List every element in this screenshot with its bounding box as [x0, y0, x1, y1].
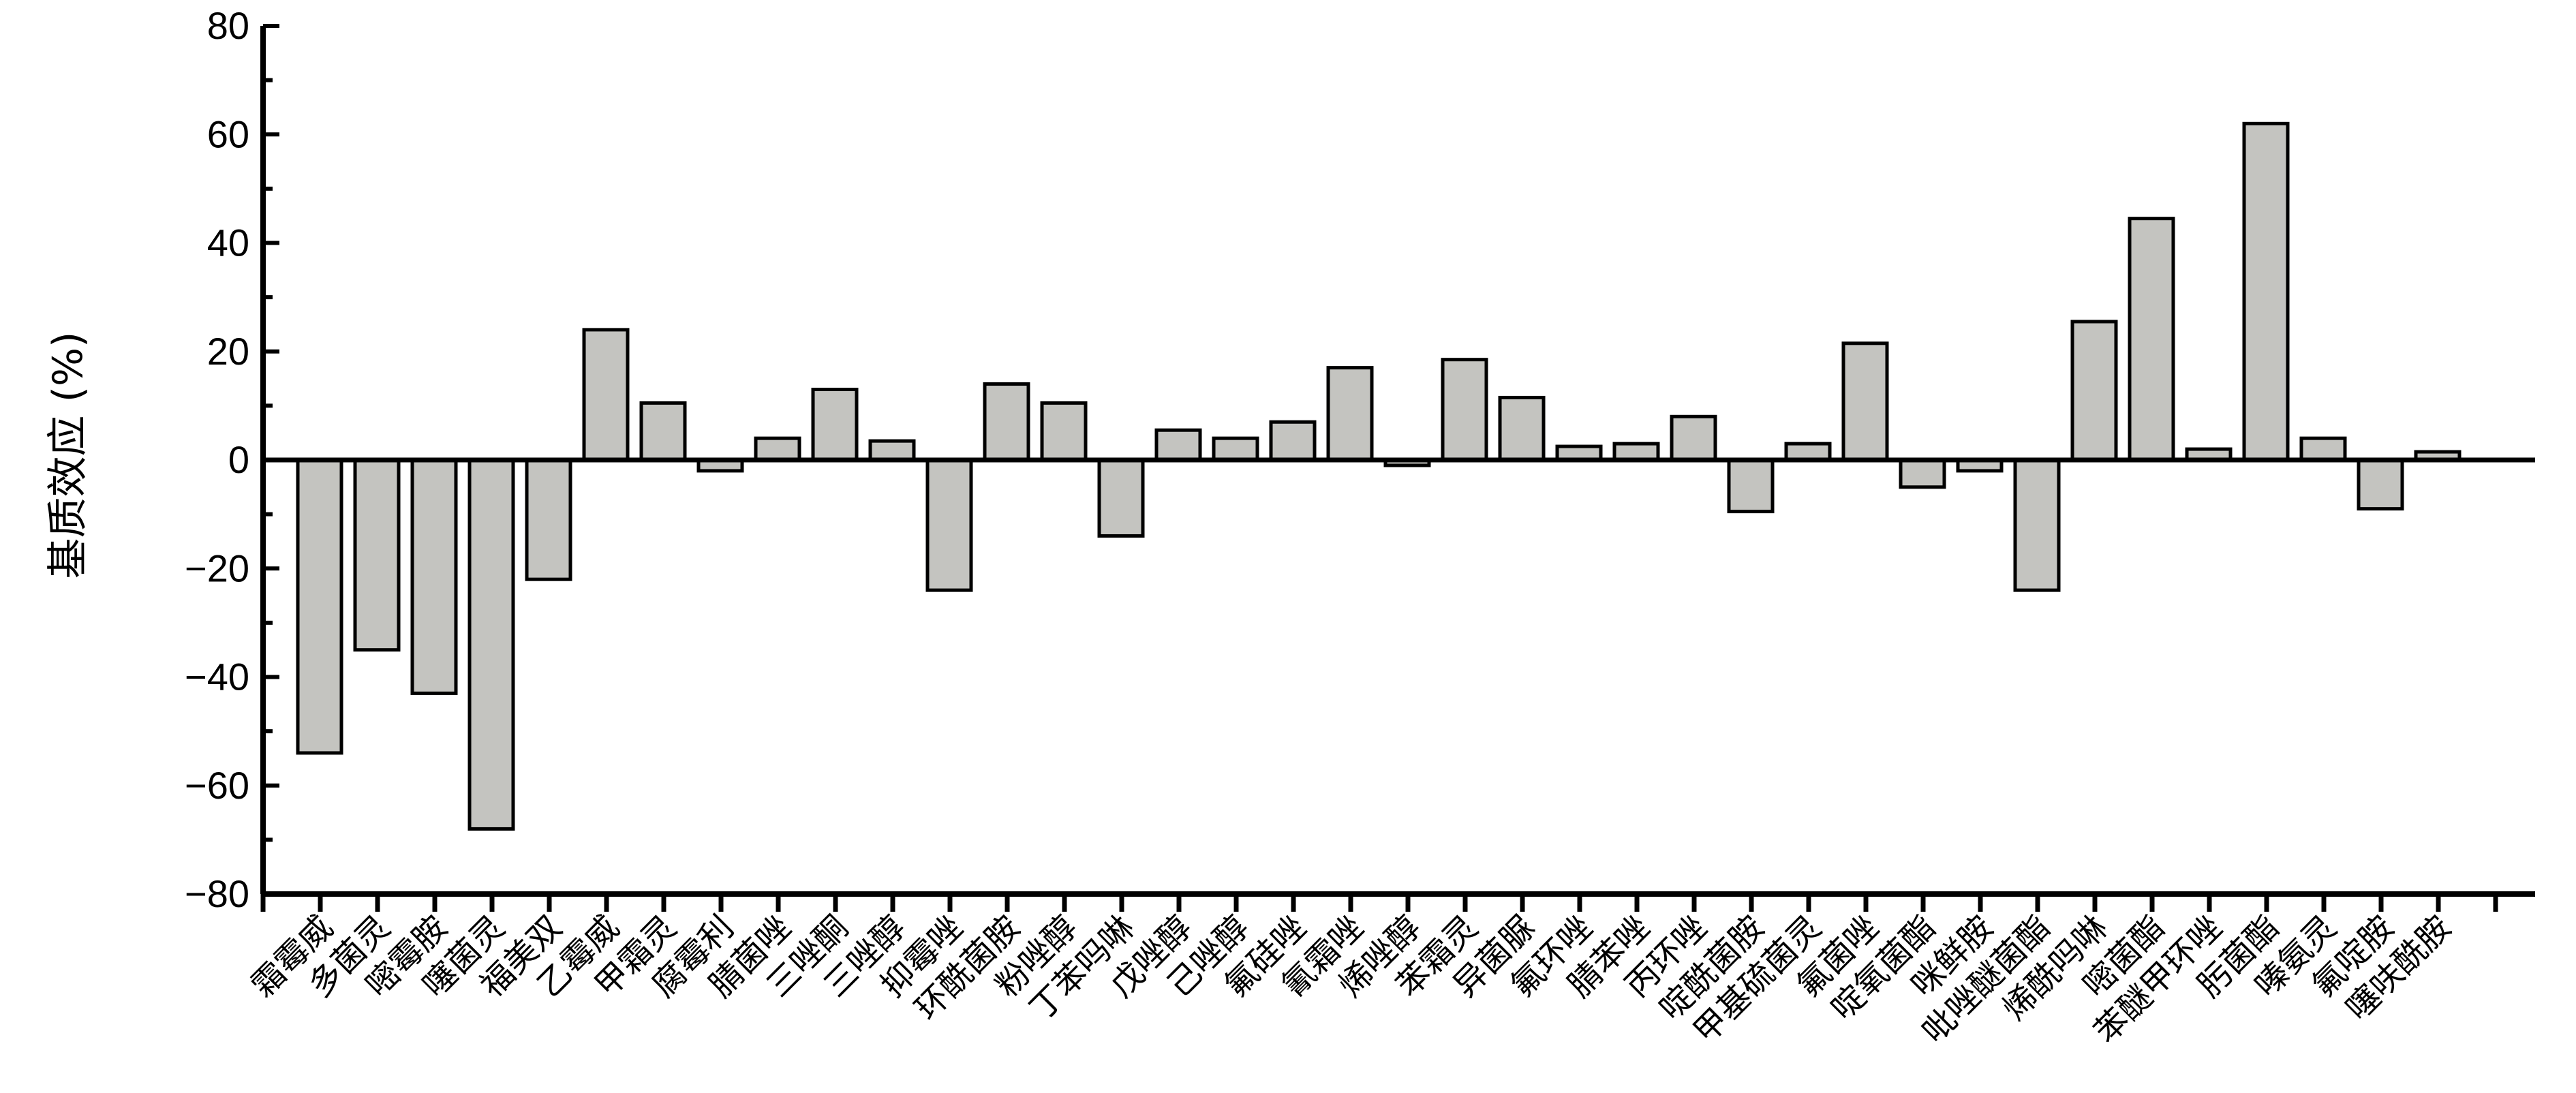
- bar: [2128, 217, 2175, 462]
- bar: [1784, 442, 1832, 462]
- bar: [1899, 458, 1946, 489]
- bar: [1269, 420, 1317, 462]
- bar: [2013, 458, 2061, 592]
- bar: [296, 458, 343, 755]
- bar: [1612, 442, 1660, 462]
- bar: [353, 458, 401, 652]
- bar: [983, 382, 1030, 462]
- bar: [2357, 458, 2404, 511]
- y-tick-label: 20: [207, 330, 249, 373]
- bar: [410, 458, 458, 695]
- bar: [582, 328, 630, 462]
- bar: [925, 458, 973, 592]
- y-tick-label: −80: [185, 872, 249, 915]
- y-tick-label: −20: [185, 546, 249, 589]
- bar: [1670, 414, 1717, 462]
- bar: [2242, 121, 2290, 462]
- bar: [639, 401, 687, 462]
- y-tick-label: 80: [207, 4, 249, 47]
- x-axis: [260, 891, 2535, 912]
- y-tick-label: −40: [185, 656, 249, 698]
- bar: [1727, 458, 1775, 514]
- x-category-labels: 霜霉威多菌灵嘧霉胺噻菌灵福美双乙霉威甲霜灵腐霉利腈菌唑三唑酮三唑醇抑霉唑环酰菌胺…: [244, 908, 2458, 1051]
- bar: [754, 436, 801, 462]
- bar: [1326, 366, 1374, 462]
- y-axis-title: 基质效应 (%): [44, 332, 92, 579]
- bar: [811, 387, 859, 462]
- bars: [296, 121, 2462, 831]
- bar: [2299, 436, 2347, 462]
- bar: [1841, 341, 1889, 462]
- bar: [868, 439, 916, 462]
- y-tick-label: 0: [228, 438, 249, 481]
- y-tick-label: 60: [207, 112, 249, 155]
- bar: [467, 458, 515, 831]
- bar: [2070, 320, 2118, 462]
- bar: [1212, 436, 1259, 462]
- bar: [1040, 401, 1088, 462]
- bar: [1097, 458, 1145, 538]
- y-tick-label: −60: [185, 764, 249, 807]
- bar: [1154, 428, 1202, 462]
- y-axis: 80 60 40 20 0 −20 −40 −60 −80: [185, 4, 279, 915]
- bar: [525, 458, 572, 581]
- bar: [1441, 358, 1488, 462]
- bar: [1498, 395, 1546, 462]
- y-tick-label: 40: [207, 221, 249, 264]
